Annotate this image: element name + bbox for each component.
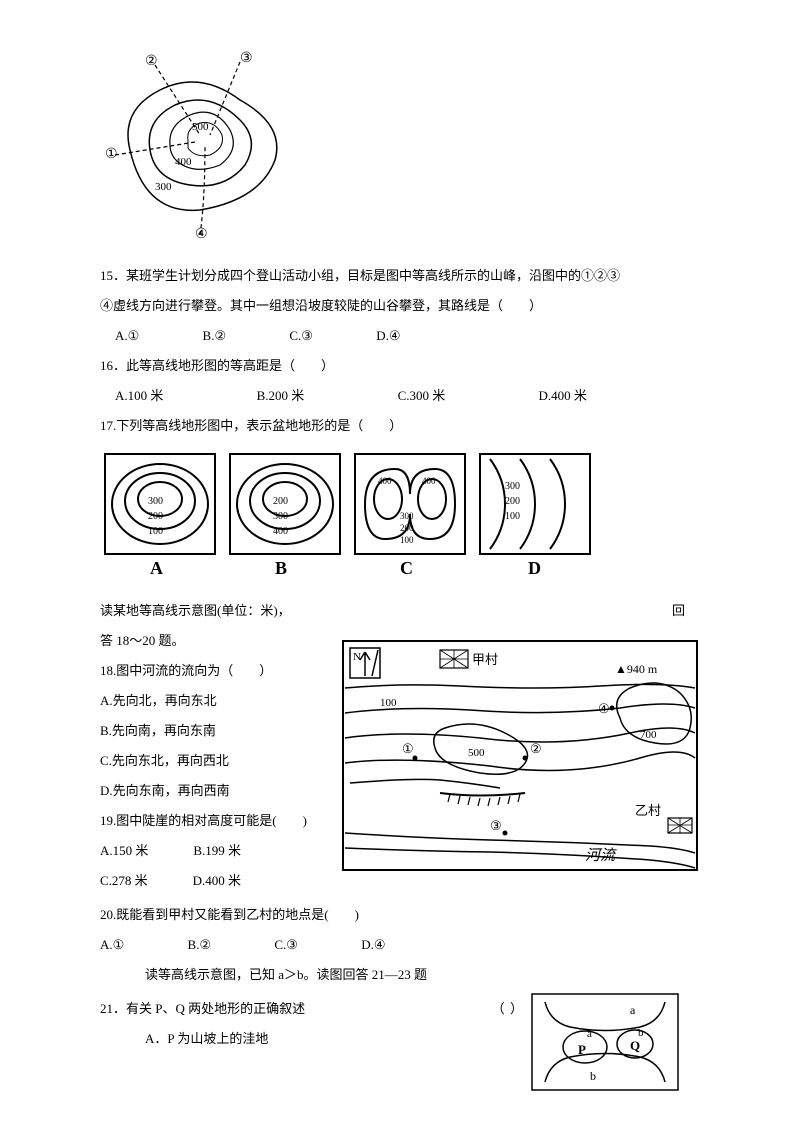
q18-text: 18.图中河流的流向为（ ） <box>100 658 330 684</box>
q18-opt-a: A.先向北，再向东北 <box>100 688 330 714</box>
q15-opt-c: C.③ <box>289 323 313 349</box>
q20-options: A.① B.② C.③ D.④ <box>100 932 700 958</box>
q15-text-2: ④虚线方向进行攀登。其中一组想沿坡度较陡的山谷攀登，其路线是（ ） <box>100 293 700 319</box>
q20-text: 20.既能看到甲村又能看到乙村的地点是( ) <box>100 902 700 928</box>
svg-text:③: ③ <box>240 51 253 66</box>
svg-text:④: ④ <box>598 701 610 716</box>
svg-text:100: 100 <box>400 535 414 545</box>
q20-opt-a: A.① <box>100 932 124 958</box>
svg-text:N: N <box>353 651 361 663</box>
svg-text:500: 500 <box>468 747 485 759</box>
svg-text:200: 200 <box>148 511 163 522</box>
svg-text:400: 400 <box>422 476 436 486</box>
svg-text:乙村: 乙村 <box>635 803 661 818</box>
q16-opt-d: D.400 米 <box>538 388 586 403</box>
q15-text-1: 15．某班学生计划分成四个登山活动小组，目标是图中等高线所示的山峰，沿图中的①②… <box>100 263 700 289</box>
svg-text:C: C <box>400 558 413 578</box>
svg-text:300: 300 <box>148 496 163 507</box>
svg-text:400: 400 <box>273 526 288 537</box>
intro-2123: 读等高线示意图，已知 a＞b。读图回答 21—23 题 <box>100 962 700 988</box>
pq-contour-figure: a a b b P Q <box>530 992 680 1092</box>
basin-options-figure: 300 200 100 A 200 300 400 B 400 400 300 … <box>100 449 600 579</box>
q21-text: 21．有关 P、Q 两处地形的正确叙述 （ <box>100 996 510 1022</box>
q18-opt-b: B.先向南，再向东南 <box>100 718 330 744</box>
q20-opt-b: B.② <box>188 932 212 958</box>
svg-text:①: ① <box>402 741 414 756</box>
svg-text:B: B <box>275 558 287 578</box>
q16-options: A.100 米 B.200 米 C.300 米 D.400 米 <box>100 383 700 409</box>
svg-text:200: 200 <box>505 496 520 507</box>
svg-text:Q: Q <box>630 1038 640 1053</box>
svg-text:③: ③ <box>490 818 502 833</box>
svg-text:D: D <box>528 558 541 578</box>
svg-text:400: 400 <box>378 476 392 486</box>
q16-text: 16．此等高线地形图的等高距是（ ） <box>100 353 700 379</box>
q15-options: A.① B.② C.③ D.④ <box>100 323 700 349</box>
river-map-figure: N 甲村 乙村 ▲940 m <box>340 638 700 873</box>
q16-opt-b: B.200 米 <box>257 383 305 409</box>
mountain-contour-figure: 500 400 300 ① ② ③ ④ <box>100 50 300 240</box>
q21-paren-close: ） <box>510 992 530 1022</box>
svg-text:300: 300 <box>155 181 172 193</box>
q15-opt-a: A.① <box>115 323 139 349</box>
svg-text:a: a <box>587 1028 592 1040</box>
svg-text:A: A <box>150 558 163 578</box>
q15-opt-b: B.② <box>203 323 227 349</box>
svg-text:▲940 m: ▲940 m <box>615 662 658 676</box>
svg-text:④: ④ <box>195 227 208 240</box>
svg-text:300: 300 <box>273 511 288 522</box>
svg-text:P: P <box>578 1042 586 1057</box>
intro-1820-b: 回 <box>340 598 700 624</box>
svg-text:b: b <box>590 1069 596 1083</box>
svg-text:300: 300 <box>505 481 520 492</box>
svg-text:200: 200 <box>400 523 414 533</box>
intro-1820-a: 读某地等高线示意图(单位：米)， <box>100 598 330 624</box>
svg-text:400: 400 <box>175 156 192 168</box>
svg-text:300: 300 <box>400 511 414 521</box>
svg-text:100: 100 <box>505 511 520 522</box>
svg-text:②: ② <box>530 741 542 756</box>
intro-1820-c: 答 18～20 题。 <box>100 628 330 654</box>
svg-text:200: 200 <box>273 496 288 507</box>
svg-text:河流: 河流 <box>585 847 617 864</box>
q16-opt-a: A.100 米 <box>115 383 163 409</box>
q16-opt-c: C.300 米 <box>398 383 446 409</box>
svg-text:②: ② <box>145 54 158 69</box>
q17-text: 17.下列等高线地形图中，表示盆地地形的是（ ） <box>100 413 700 439</box>
svg-text:①: ① <box>105 147 118 162</box>
svg-text:a: a <box>630 1003 636 1017</box>
svg-text:700: 700 <box>640 729 657 741</box>
svg-text:100: 100 <box>148 526 163 537</box>
q19-opts-cd: C.278 米D.400 米 <box>100 868 330 894</box>
q19-text: 19.图中陡崖的相对高度可能是( ) <box>100 808 330 834</box>
q21-opt-a: A．P 为山坡上的洼地 <box>100 1026 510 1052</box>
svg-text:100: 100 <box>380 697 397 709</box>
q20-opt-d: D.④ <box>361 932 385 958</box>
q18-opt-d: D.先向东南，再向西南 <box>100 778 330 804</box>
q15-opt-d: D.④ <box>376 323 400 349</box>
svg-text:甲村: 甲村 <box>472 652 498 667</box>
q19-opts-ab: A.150 米B.199 米 <box>100 838 330 864</box>
q20-opt-c: C.③ <box>274 932 298 958</box>
q18-opt-c: C.先向东北，再向西北 <box>100 748 330 774</box>
